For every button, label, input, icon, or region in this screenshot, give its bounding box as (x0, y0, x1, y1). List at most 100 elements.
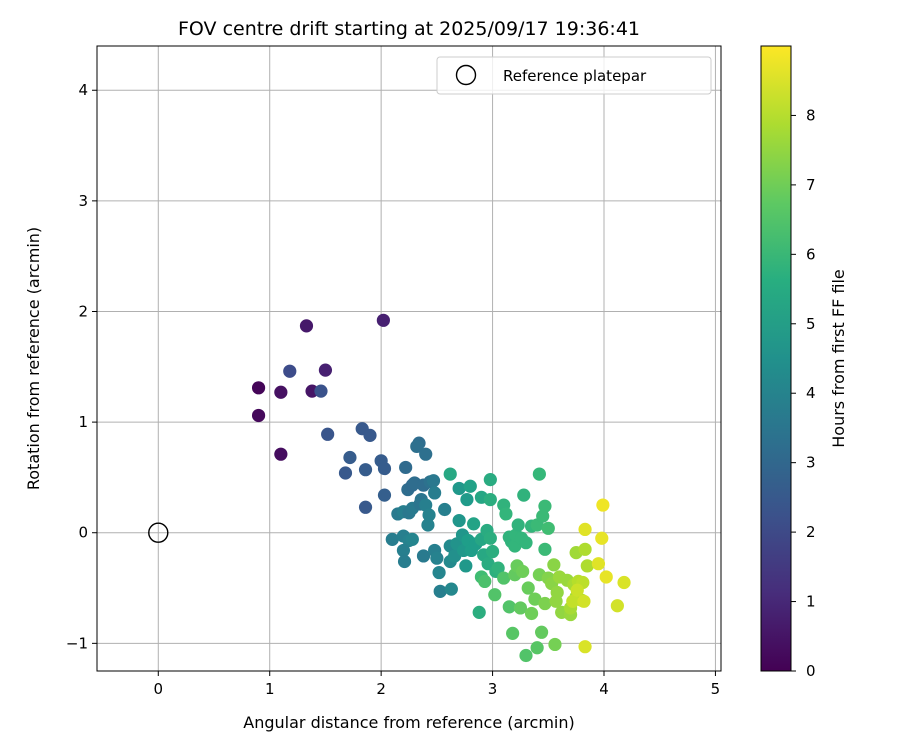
chart-title: FOV centre drift starting at 2025/09/17 … (178, 18, 640, 40)
data-point (444, 582, 458, 596)
data-point (570, 583, 584, 597)
data-point (566, 594, 580, 608)
data-point (438, 502, 452, 517)
x-tick-label: 4 (599, 680, 609, 698)
data-point (524, 606, 539, 621)
data-point (532, 467, 546, 481)
x-tick-label: 5 (711, 680, 721, 698)
colorbar: 0 1 2 3 4 5 6 7 8 Hours from first FF file (760, 45, 848, 680)
y-axis-title: Rotation from reference (arcmin) (24, 227, 43, 490)
x-tick-label: 1 (265, 680, 275, 698)
data-point (358, 500, 373, 514)
y-tick-label: 2 (78, 302, 88, 320)
data-point (535, 625, 549, 639)
data-point (497, 571, 511, 585)
data-point (338, 466, 353, 480)
data-point (318, 363, 333, 377)
data-point (478, 574, 492, 588)
colorbar-tick-label: 3 (806, 454, 816, 472)
data-point (343, 450, 357, 465)
data-point (530, 641, 544, 655)
data-point (538, 542, 552, 556)
reference-marker (148, 522, 169, 543)
data-point (405, 532, 419, 546)
data-point (460, 492, 474, 507)
legend: Reference platepar (436, 56, 712, 95)
data-point (358, 463, 373, 477)
data-point (419, 447, 433, 461)
data-point (519, 648, 533, 663)
legend-box (436, 56, 712, 95)
data-point (283, 364, 297, 378)
data-point (377, 488, 392, 502)
data-points (251, 313, 631, 663)
data-point (596, 498, 610, 512)
x-axis-title: Angular distance from reference (arcmin) (243, 713, 574, 732)
data-point (528, 592, 542, 606)
x-tick-label: 2 (376, 680, 386, 698)
colorbar-tick-label: 5 (806, 315, 816, 333)
data-point (610, 599, 624, 613)
plot-frame (96, 45, 722, 672)
data-point (483, 492, 497, 507)
data-point (513, 601, 528, 615)
data-point (426, 474, 441, 488)
data-point (488, 588, 502, 602)
colorbar-ticks: 0 1 2 3 4 5 6 7 8 (791, 106, 816, 680)
y-tick-label: 4 (78, 81, 88, 99)
data-point (385, 532, 399, 546)
data-point (491, 561, 505, 575)
data-point (578, 640, 592, 654)
data-point (521, 581, 535, 595)
data-point (428, 486, 442, 500)
x-tick-label: 0 (154, 680, 164, 698)
data-point (396, 543, 411, 558)
data-point (550, 585, 564, 600)
data-point (416, 549, 431, 563)
data-point (580, 559, 594, 573)
data-point (578, 522, 592, 537)
x-tick-label: 3 (488, 680, 498, 698)
colorbar-tick-label: 0 (806, 662, 816, 680)
data-point (432, 565, 446, 580)
data-point (421, 518, 435, 532)
data-point (516, 564, 530, 579)
data-point (483, 531, 497, 545)
axis-ticks: 0 1 2 3 4 5 −1 0 1 2 3 4 (66, 81, 720, 698)
legend-open-circle-icon (455, 64, 477, 86)
data-point (517, 488, 531, 502)
y-tick-label: 1 (78, 413, 88, 431)
data-point (599, 570, 613, 584)
data-point (506, 626, 520, 640)
data-point (519, 536, 533, 550)
data-point (595, 531, 609, 545)
data-point (547, 558, 561, 572)
data-point (463, 479, 477, 493)
data-point (502, 600, 516, 614)
colorbar-gradient (760, 45, 792, 672)
data-point (467, 517, 481, 531)
y-tick-label: −1 (66, 634, 88, 652)
data-point (538, 499, 552, 513)
data-point (485, 544, 500, 559)
data-point (499, 507, 513, 521)
data-point (591, 557, 606, 571)
data-point (410, 439, 424, 454)
data-point (377, 461, 392, 476)
data-point (472, 605, 486, 619)
data-point (511, 518, 525, 532)
data-point (459, 559, 473, 573)
data-point (363, 428, 377, 442)
data-point (452, 513, 466, 528)
legend-label: Reference platepar (503, 67, 647, 85)
colorbar-tick-label: 2 (806, 523, 816, 541)
y-tick-label: 0 (78, 524, 88, 542)
data-point (422, 508, 436, 522)
data-point (483, 473, 497, 487)
data-point (577, 594, 591, 608)
colorbar-tick-label: 8 (806, 106, 816, 124)
data-point (538, 596, 552, 611)
data-point (548, 637, 562, 652)
grid (97, 46, 721, 671)
